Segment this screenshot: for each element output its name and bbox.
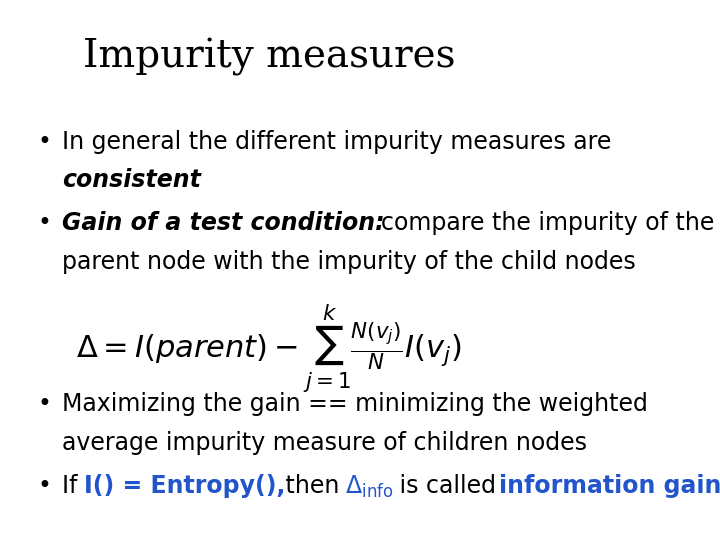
Text: •: •: [37, 130, 52, 153]
Text: $\Delta = I(parent) - \sum_{j=1}^{k} \frac{N(v_j)}{N} I(v_j)$: $\Delta = I(parent) - \sum_{j=1}^{k} \fr…: [76, 302, 462, 395]
Text: Impurity measures: Impurity measures: [83, 38, 455, 76]
Text: parent node with the impurity of the child nodes: parent node with the impurity of the chi…: [62, 250, 636, 274]
Text: information gain: information gain: [499, 474, 720, 498]
Text: Maximizing the gain == minimizing the weighted: Maximizing the gain == minimizing the we…: [62, 392, 648, 416]
Text: compare the impurity of the: compare the impurity of the: [381, 211, 714, 235]
Text: $\Delta_{\mathrm{info}}$: $\Delta_{\mathrm{info}}$: [345, 474, 393, 500]
Text: I() = Entropy(),: I() = Entropy(),: [84, 474, 285, 498]
Text: In general the different impurity measures are: In general the different impurity measur…: [62, 130, 618, 153]
Text: then: then: [279, 474, 347, 498]
Text: Gain of a test condition:: Gain of a test condition:: [62, 211, 393, 235]
Text: average impurity measure of children nodes: average impurity measure of children nod…: [62, 431, 587, 455]
Text: •: •: [37, 392, 52, 416]
Text: is called: is called: [392, 474, 503, 498]
Text: If: If: [62, 474, 85, 498]
Text: consistent: consistent: [62, 168, 201, 192]
Text: •: •: [37, 474, 52, 498]
Text: •: •: [37, 211, 52, 235]
